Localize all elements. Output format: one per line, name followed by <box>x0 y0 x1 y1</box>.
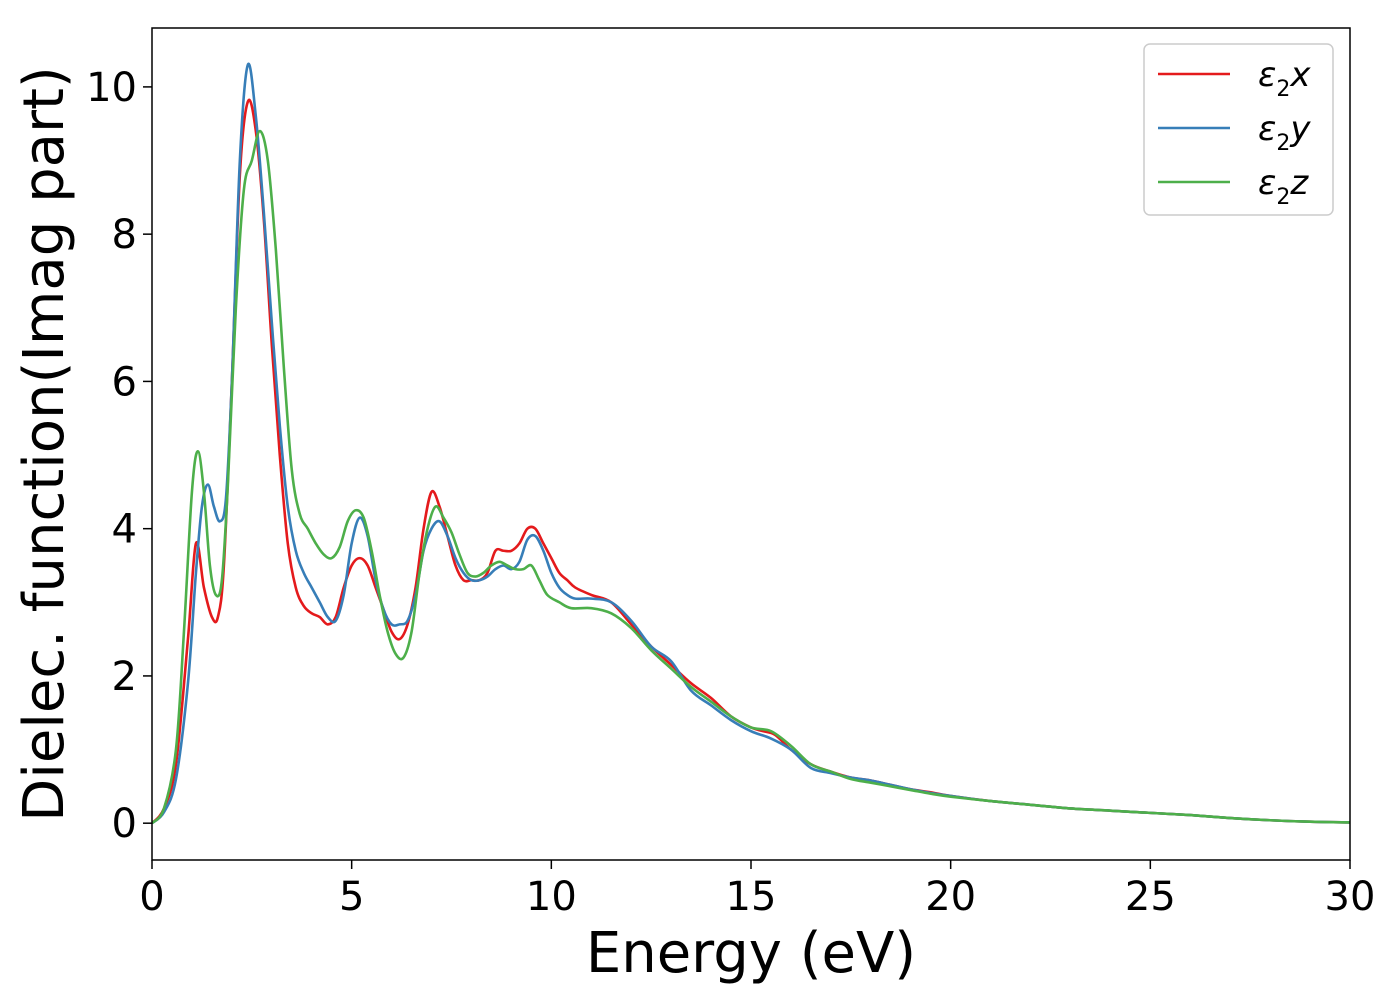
y-tick-label: 6 <box>112 359 137 405</box>
legend: ε2x ε2y ε2z <box>1143 43 1334 216</box>
x-tick-label: 15 <box>726 874 777 920</box>
legend-entry-x: ε2x <box>1158 55 1311 102</box>
series-layer <box>152 62 1350 825</box>
series-line-y <box>152 62 1350 825</box>
legend-entry-z: ε2z <box>1158 163 1309 210</box>
x-tick-label: 10 <box>526 874 577 920</box>
x-tick-label: 5 <box>339 874 364 920</box>
x-tick-label: 30 <box>1325 874 1376 920</box>
y-tick-label: 2 <box>112 654 137 700</box>
x-axis-ticks: 0 5 10 15 20 25 30 <box>139 860 1375 920</box>
x-tick-label: 25 <box>1125 874 1176 920</box>
y-tick-label: 0 <box>112 801 137 847</box>
x-axis-title: Energy (eV) <box>586 921 916 986</box>
y-tick-label: 10 <box>86 65 137 111</box>
y-axis-title: Dielec. function(Imag part) <box>12 66 77 822</box>
legend-label: ε2y <box>1258 109 1311 156</box>
legend-label: ε2z <box>1258 163 1309 210</box>
x-tick-label: 0 <box>139 874 164 920</box>
y-axis-ticks: 0 2 4 6 8 10 <box>86 65 152 847</box>
legend-label: ε2x <box>1258 55 1311 102</box>
y-tick-label: 4 <box>112 507 137 553</box>
legend-entry-y: ε2y <box>1158 109 1311 156</box>
y-tick-label: 8 <box>112 212 137 258</box>
legend-box <box>1143 43 1334 216</box>
x-tick-label: 20 <box>925 874 976 920</box>
series-line-z <box>152 129 1350 825</box>
legend-entries: ε2x ε2y ε2z <box>1158 55 1311 210</box>
